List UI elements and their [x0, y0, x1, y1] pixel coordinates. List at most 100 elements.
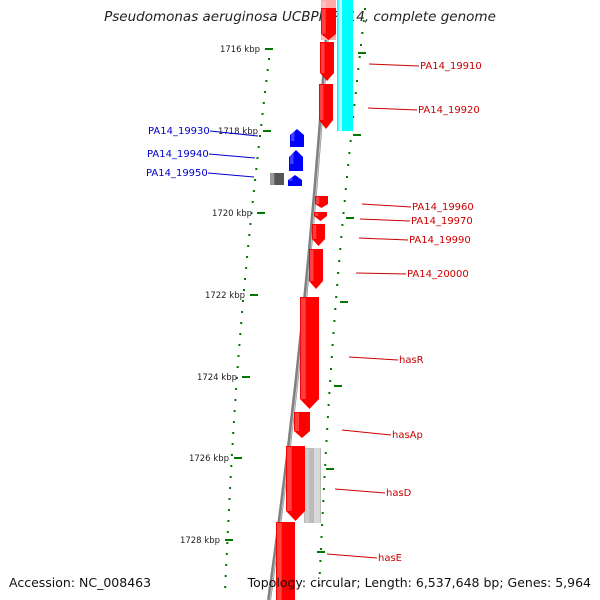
outer-scale-dot: [353, 104, 356, 106]
outer-scale-dot: [331, 344, 334, 346]
ghost-feature-shade: [314, 448, 320, 523]
outer-scale-dot: [361, 32, 364, 34]
ghost-feature-shine: [305, 449, 310, 523]
forward-gene-arrow: [319, 84, 333, 129]
inner-scale-dot: [238, 344, 241, 346]
forward-gene-arrow-shine: [313, 225, 317, 239]
outer-scale-dot: [327, 404, 330, 406]
forward-gene-arrow-shine: [295, 413, 299, 431]
inner-scale-dot: [240, 322, 243, 324]
outer-scale-dot: [325, 440, 328, 442]
inner-scale-dot: [243, 289, 245, 291]
gene-label[interactable]: PA14_19910: [420, 61, 482, 72]
inner-scale-dot: [264, 91, 267, 93]
cyan-feature-shine: [339, 0, 342, 131]
inner-scale-dot: [227, 520, 230, 522]
inner-scale-dot: [229, 487, 232, 489]
outer-scale-dot: [318, 572, 321, 574]
gene-label[interactable]: PA14_19920: [418, 105, 480, 116]
gene-label[interactable]: hasD: [386, 488, 412, 499]
label-leader-line: [367, 107, 418, 111]
inner-scale-dot: [235, 388, 238, 390]
inner-scale-dot: [255, 168, 258, 170]
forward-gene-arrow: [309, 249, 323, 289]
outer-scale-dot: [346, 176, 348, 178]
outer-scale-dot: [348, 152, 351, 154]
inner-scale-dot: [230, 465, 233, 467]
outer-scale-dot: [324, 452, 327, 454]
outer-scale-dot: [323, 476, 326, 478]
inner-scale-dot: [250, 212, 253, 214]
inner-scale-dot: [232, 421, 235, 423]
forward-gene-arrow-shine: [301, 298, 306, 399]
inner-scale-dot: [249, 223, 252, 225]
outer-scale-dot: [333, 320, 336, 322]
outer-scale-dot: [357, 68, 360, 70]
inner-scale-dot: [236, 366, 239, 368]
inner-scale-dot: [224, 586, 227, 588]
inner-scale-dot: [254, 179, 257, 181]
reverse-gene-arrow: [290, 129, 304, 147]
inner-scale-dot: [261, 113, 264, 115]
feature-track: [270, 0, 353, 600]
label-leader-line: [355, 272, 407, 275]
gene-label[interactable]: PA14_19950: [146, 168, 208, 179]
outer-scale-dot: [362, 20, 365, 22]
gene-label[interactable]: PA14_20000: [407, 269, 469, 280]
inner-scale-dot: [230, 454, 233, 456]
forward-gene-arrow: [286, 446, 305, 521]
outer-scale-dot: [339, 248, 342, 250]
outer-scale-dot: [334, 308, 337, 310]
forward-gene-arrow: [312, 224, 325, 246]
inner-scale-dot: [227, 509, 230, 511]
reverse-gene-arrow: [289, 150, 303, 171]
outer-scale-dot: [324, 464, 327, 466]
inner-scale-dot: [232, 432, 235, 434]
gene-label[interactable]: PA14_19930: [148, 126, 210, 137]
inner-scale-dot: [224, 575, 227, 577]
label-leader-line: [368, 63, 420, 67]
outer-scale-dot: [318, 584, 321, 586]
inner-scale-dot: [234, 399, 237, 401]
outer-scale-dot: [340, 236, 343, 238]
outer-scale-dot: [358, 56, 361, 58]
forward-gene-arrow-shine: [287, 447, 292, 511]
scale-label: 1720 kbp: [212, 209, 252, 219]
outer-scale-dot: [335, 296, 338, 298]
gene-label[interactable]: PA14_19960: [412, 202, 474, 213]
gene-label[interactable]: PA14_19970: [411, 216, 473, 227]
outer-scale-dot: [322, 488, 325, 490]
forward-gene-arrow: [320, 42, 334, 81]
inner-scale-dot: [245, 267, 248, 269]
label-leader-line: [207, 172, 255, 178]
scale-label: 1724 kbp: [197, 373, 237, 383]
label-leader-line: [341, 429, 392, 436]
inner-scale-dot: [226, 542, 229, 544]
outer-scale-dot: [321, 512, 324, 514]
inner-scale-dot: [251, 201, 254, 203]
gene-label[interactable]: hasR: [399, 355, 424, 366]
inner-scale-dot: [257, 146, 260, 148]
forward-gene-arrow: [321, 8, 336, 40]
inner-scale-dot: [247, 245, 250, 247]
gene-labels: PA14_19910 PA14_19920 PA14_19930 PA14_19940…: [146, 61, 482, 564]
gene-label[interactable]: PA14_19990: [409, 235, 471, 246]
forward-gene-arrow: [294, 412, 310, 438]
inner-scale-dot: [266, 69, 269, 71]
scale-dots: [224, 8, 366, 588]
forward-gene-arrow-shine: [316, 197, 320, 204]
inner-scale-dot: [229, 476, 232, 478]
outer-scale-dot: [338, 260, 341, 262]
inner-scale-dot: [265, 80, 268, 82]
outer-scale-dot: [352, 116, 355, 118]
gene-label[interactable]: PA14_19940: [147, 149, 209, 160]
outer-scale-dot: [342, 212, 345, 214]
gene-label[interactable]: hasE: [378, 553, 402, 564]
outer-scale-dot: [328, 392, 331, 394]
outer-scale-dot: [364, 8, 366, 10]
outer-scale-dot: [321, 524, 324, 526]
gene-label[interactable]: hasAp: [392, 430, 423, 441]
inner-scale-dot: [233, 410, 236, 412]
inner-scale-dot: [248, 234, 251, 236]
label-leader-line: [209, 130, 259, 137]
